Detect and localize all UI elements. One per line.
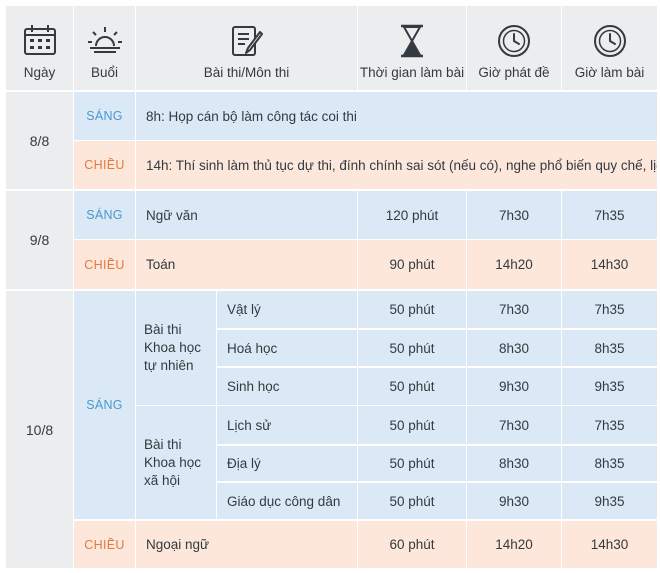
- natural-sciences-group: Bài thi Khoa học tự nhiên: [136, 291, 216, 405]
- header-date-label: Ngày: [23, 65, 56, 80]
- release-time-cell: 9h30: [467, 368, 561, 405]
- document-pencil-icon: [231, 26, 263, 56]
- subject-cell: Vật lý: [217, 291, 357, 328]
- duration-cell: 120 phút: [358, 191, 466, 239]
- header-subject-label: Bài thi/Môn thi: [203, 65, 290, 80]
- social-sciences-group: Bài thi Khoa học xã hội: [136, 406, 216, 519]
- duration-cell: 50 phút: [358, 406, 466, 444]
- date-cell: 8/8: [6, 92, 73, 189]
- afternoon-note: 14h: Thí sinh làm thủ tục dự thi, đính c…: [136, 141, 657, 189]
- subject-cell: Địa lý: [217, 446, 357, 481]
- calendar-icon: [23, 25, 56, 55]
- subject-cell: Ngữ văn: [136, 191, 357, 239]
- clock-icon: [593, 25, 626, 57]
- header-date: Ngày: [6, 6, 73, 90]
- session-morning-label: SÁNG: [74, 92, 135, 140]
- duration-cell: 50 phút: [358, 330, 466, 366]
- date-cell: 9/8: [6, 191, 73, 289]
- start-time-cell: 8h35: [562, 446, 657, 481]
- start-time-cell: 9h35: [562, 483, 657, 519]
- header-session: Buổi: [74, 6, 135, 90]
- start-time-cell: 8h35: [562, 330, 657, 366]
- header-duration-label: Thời gian làm bài: [359, 65, 465, 80]
- header-session-label: Buổi: [90, 65, 119, 80]
- duration-cell: 50 phút: [358, 483, 466, 519]
- subject-cell: Hoá học: [217, 330, 357, 366]
- release-time-cell: 14h20: [467, 240, 561, 289]
- session-afternoon-label: CHIỀU: [74, 240, 135, 289]
- header-release-label: Giờ phát đề: [478, 65, 550, 80]
- session-morning-label: SÁNG: [74, 291, 135, 519]
- start-time-cell: 7h35: [562, 191, 657, 239]
- release-time-cell: 8h30: [467, 446, 561, 481]
- release-time-cell: 7h30: [467, 191, 561, 239]
- header-release: Giờ phát đề: [467, 6, 561, 90]
- session-afternoon-label: CHIỀU: [74, 521, 135, 568]
- session-afternoon-label: CHIỀU: [74, 141, 135, 189]
- session-morning-label: SÁNG: [74, 191, 135, 239]
- subject-cell: Toán: [136, 240, 357, 289]
- header-start-label: Giờ làm bài: [574, 65, 645, 80]
- sunrise-icon: [87, 27, 122, 53]
- duration-cell: 50 phút: [358, 368, 466, 405]
- header-duration: Thời gian làm bài: [358, 6, 466, 90]
- start-time-cell: 7h35: [562, 406, 657, 444]
- release-time-cell: 8h30: [467, 330, 561, 366]
- clock-icon: [498, 25, 530, 57]
- duration-cell: 50 phút: [358, 446, 466, 481]
- duration-cell: 50 phút: [358, 291, 466, 328]
- release-time-cell: 14h20: [467, 521, 561, 568]
- start-time-cell: 9h35: [562, 368, 657, 405]
- release-time-cell: 7h30: [467, 291, 561, 328]
- start-time-cell: 7h35: [562, 291, 657, 328]
- subject-cell: Lịch sử: [217, 406, 357, 444]
- duration-cell: 60 phút: [358, 521, 466, 568]
- hourglass-icon: [401, 24, 423, 58]
- duration-cell: 90 phút: [358, 240, 466, 289]
- header-subject: Bài thi/Môn thi: [136, 6, 357, 90]
- date-cell: 10/8: [6, 291, 73, 568]
- subject-cell: Sinh học: [217, 368, 357, 405]
- header-start: Giờ làm bài: [562, 6, 657, 90]
- subject-cell: Ngoại ngữ: [136, 521, 357, 568]
- release-time-cell: 7h30: [467, 406, 561, 444]
- release-time-cell: 9h30: [467, 483, 561, 519]
- morning-note: 8h: Họp cán bộ làm công tác coi thi: [136, 92, 657, 140]
- start-time-cell: 14h30: [562, 240, 657, 289]
- start-time-cell: 14h30: [562, 521, 657, 568]
- subject-cell: Giáo dục công dân: [217, 483, 357, 519]
